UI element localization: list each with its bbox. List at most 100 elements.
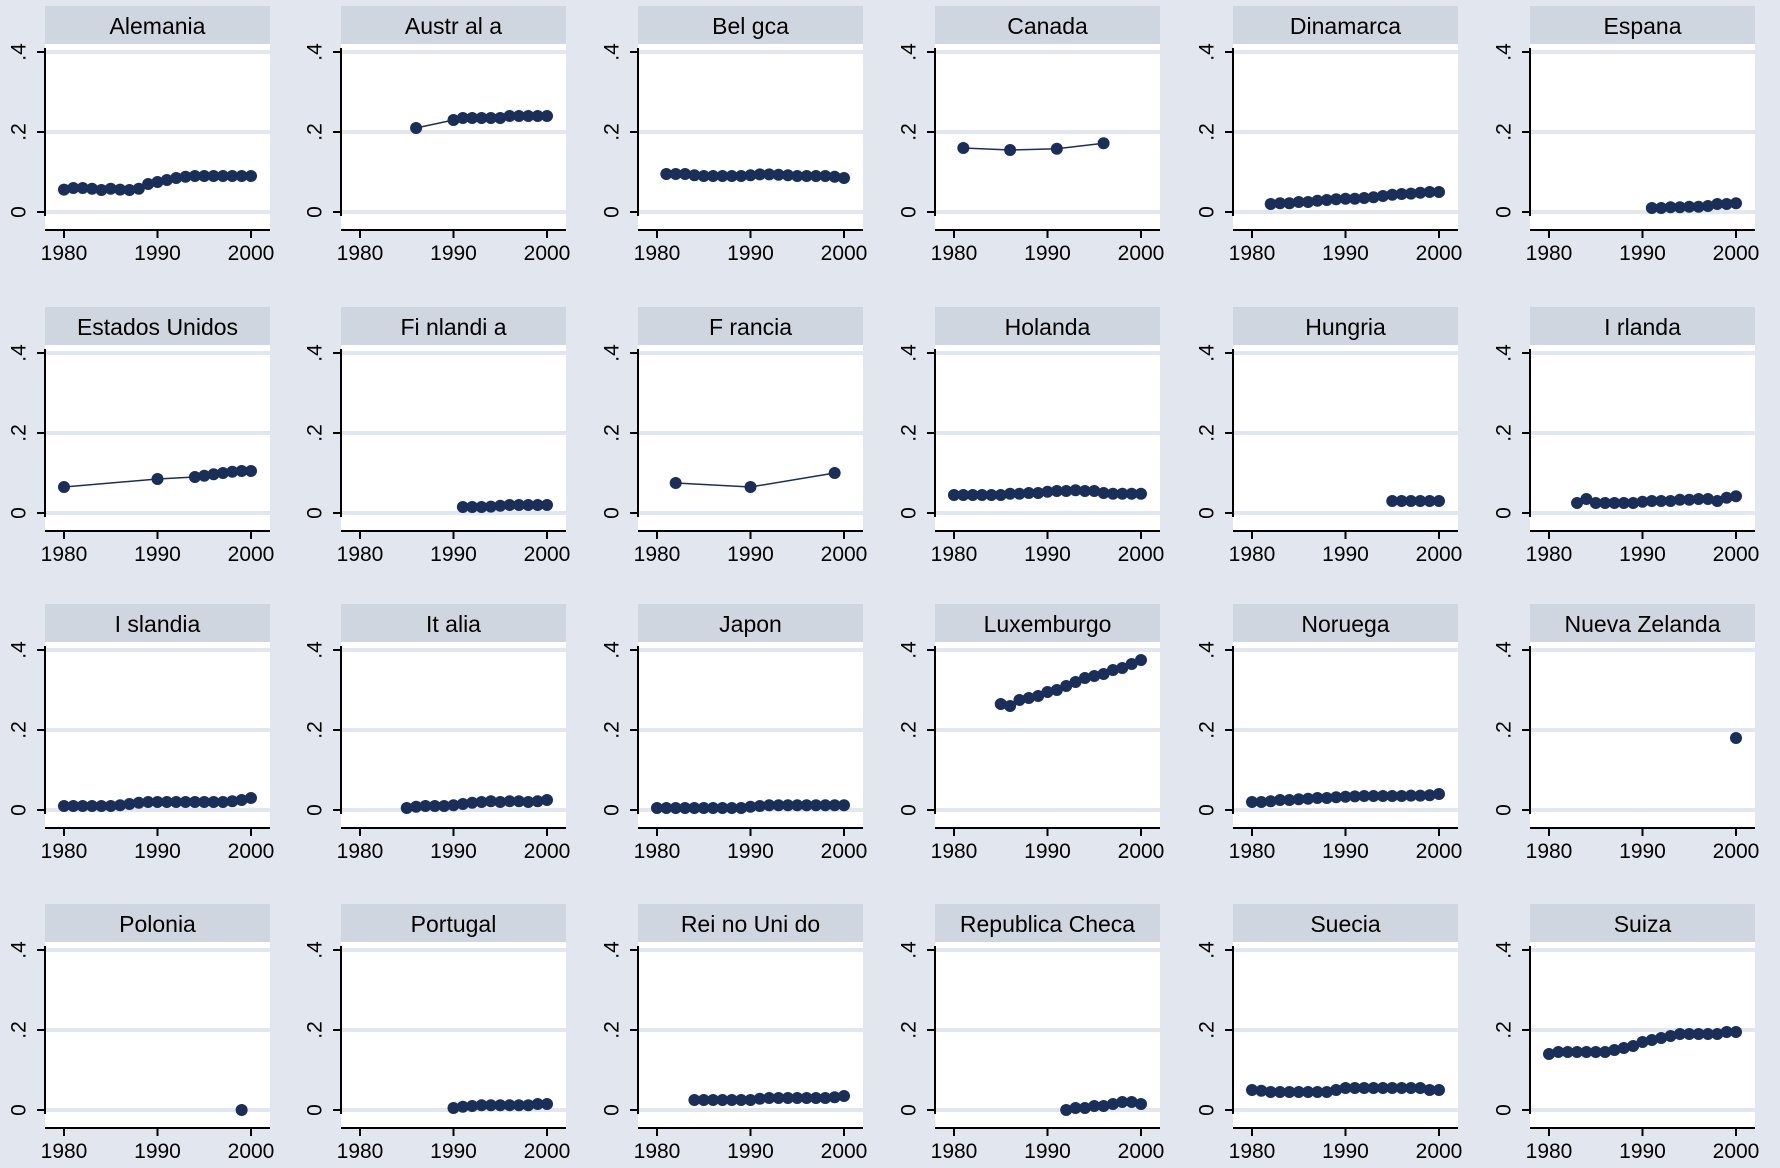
panel-title: Austr al a bbox=[405, 13, 502, 39]
panel-strip bbox=[45, 6, 270, 44]
x-tick-label: 2000 bbox=[228, 242, 275, 265]
y-tick-label: 0 bbox=[898, 206, 921, 218]
data-point bbox=[1711, 198, 1724, 210]
data-point bbox=[1404, 1082, 1417, 1094]
y-tick-label: 0 bbox=[304, 206, 327, 218]
data-point bbox=[1330, 193, 1343, 206]
y-tick-label: .4 bbox=[1493, 641, 1516, 659]
data-point bbox=[484, 500, 497, 513]
panel: Dinamarca 0 .2 .4 1980 1990 2000 bbox=[1196, 6, 1462, 265]
data-point bbox=[160, 796, 173, 808]
data-point bbox=[1116, 487, 1129, 500]
data-point bbox=[697, 802, 710, 814]
plot-area bbox=[1530, 642, 1755, 828]
data-point bbox=[1730, 732, 1742, 744]
data-point bbox=[1645, 202, 1658, 214]
x-tick-label: 1990 bbox=[727, 1140, 774, 1163]
panel-title: I slandia bbox=[115, 611, 201, 637]
data-point bbox=[151, 796, 164, 808]
data-point bbox=[484, 795, 497, 808]
data-point bbox=[522, 796, 535, 808]
plot-area bbox=[341, 942, 566, 1128]
data-point bbox=[1320, 1086, 1333, 1098]
data-point bbox=[1004, 487, 1017, 500]
x-tick-label: 1980 bbox=[41, 242, 88, 265]
x-tick-label: 1990 bbox=[134, 840, 181, 863]
y-tick-label: .4 bbox=[898, 641, 921, 659]
data-point bbox=[1246, 1084, 1258, 1096]
data-point bbox=[1608, 1044, 1621, 1056]
data-point bbox=[1683, 493, 1696, 506]
data-point bbox=[791, 799, 804, 812]
x-tick-label: 2000 bbox=[524, 543, 571, 566]
data-point bbox=[512, 110, 525, 122]
data-point bbox=[1106, 487, 1119, 500]
x-tick-label: 1980 bbox=[337, 840, 384, 863]
data-point bbox=[1664, 1030, 1677, 1042]
data-point bbox=[1664, 495, 1677, 507]
data-point bbox=[1673, 493, 1686, 506]
panel-strip bbox=[341, 6, 566, 44]
data-point bbox=[484, 112, 497, 124]
data-point bbox=[735, 802, 748, 814]
data-point bbox=[948, 489, 960, 501]
data-point bbox=[1274, 197, 1287, 210]
data-point bbox=[1395, 790, 1408, 802]
data-point bbox=[828, 170, 841, 183]
panel-title: Fi nlandi a bbox=[400, 314, 506, 340]
y-tick-label: 0 bbox=[1493, 507, 1516, 519]
data-point bbox=[1050, 485, 1063, 497]
data-point bbox=[1255, 1084, 1268, 1097]
data-point bbox=[494, 499, 507, 512]
x-tick-label: 1990 bbox=[1322, 1140, 1369, 1163]
y-tick-label: .4 bbox=[1493, 941, 1516, 959]
panel-strip bbox=[45, 307, 270, 345]
y-tick-label: .2 bbox=[8, 1021, 31, 1039]
data-point bbox=[132, 182, 145, 195]
data-point bbox=[226, 170, 239, 182]
data-point bbox=[1348, 192, 1361, 205]
panel-strip bbox=[1530, 6, 1755, 44]
data-point bbox=[1636, 1036, 1649, 1048]
panel: Hungria 0 .2 .4 1980 1990 2000 bbox=[1196, 307, 1462, 566]
data-point bbox=[179, 796, 192, 808]
data-point bbox=[1683, 200, 1696, 213]
panel-title: Portugal bbox=[411, 911, 497, 937]
y-tick-label: .4 bbox=[898, 43, 921, 61]
data-point bbox=[1636, 495, 1649, 508]
x-tick-label: 1980 bbox=[1229, 840, 1276, 863]
data-point bbox=[1720, 491, 1733, 504]
data-point bbox=[1004, 144, 1017, 156]
x-tick-label: 1980 bbox=[931, 840, 978, 863]
data-point bbox=[1571, 1046, 1584, 1058]
data-point bbox=[660, 168, 673, 180]
y-tick-label: 0 bbox=[8, 507, 31, 519]
data-point bbox=[1664, 201, 1677, 214]
data-point bbox=[809, 1092, 822, 1104]
x-tick-label: 2000 bbox=[1118, 543, 1165, 566]
y-tick-label: 0 bbox=[304, 804, 327, 816]
data-point bbox=[1088, 670, 1101, 682]
data-point bbox=[1264, 795, 1277, 808]
data-point bbox=[466, 501, 479, 513]
data-point bbox=[503, 110, 516, 122]
y-tick-label: .2 bbox=[601, 123, 624, 141]
data-point bbox=[1376, 190, 1389, 202]
data-point bbox=[104, 800, 117, 812]
plot-area bbox=[341, 44, 566, 230]
data-point bbox=[1433, 1084, 1445, 1096]
data-point bbox=[707, 802, 720, 814]
panel-strip bbox=[1530, 904, 1755, 942]
data-point bbox=[1358, 790, 1371, 802]
data-point bbox=[494, 1099, 507, 1112]
data-point bbox=[1097, 1100, 1110, 1112]
data-point bbox=[216, 170, 229, 182]
panel-strip bbox=[935, 307, 1160, 345]
data-point bbox=[123, 798, 136, 810]
data-point bbox=[1543, 1048, 1555, 1060]
x-tick-label: 1990 bbox=[1619, 543, 1666, 566]
data-point bbox=[1097, 487, 1110, 499]
y-tick-label: 0 bbox=[1493, 1104, 1516, 1116]
panel: Portugal 0 .2 .4 1980 1990 2000 bbox=[304, 904, 571, 1163]
x-tick-label: 2000 bbox=[524, 1140, 571, 1163]
